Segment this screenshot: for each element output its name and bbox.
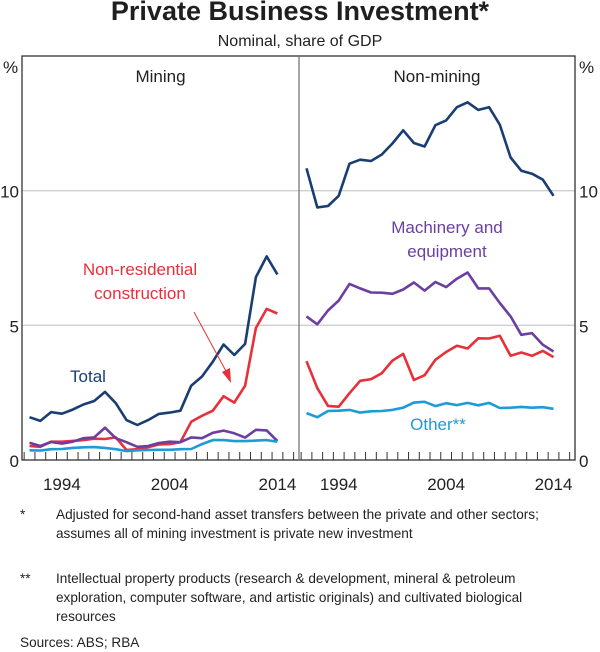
label-mining-nonres-line2: construction — [94, 284, 186, 303]
series-non-mining-machinery-and-equipment — [305, 271, 555, 353]
footnote-2-text: Intellectual property products (research… — [56, 571, 523, 624]
series-non-mining-non-residential-construction — [305, 334, 555, 409]
series-layer — [29, 101, 555, 453]
series-non-mining-other — [306, 400, 554, 419]
x-tick-label-mining-2014: 2014 — [259, 475, 297, 494]
panel-title-mining: Mining — [135, 67, 185, 86]
label-nonmining-machinery-line1: Machinery and — [391, 218, 503, 237]
annotation-arrow-line — [193, 311, 228, 374]
series-mining-other — [29, 438, 278, 453]
panel-title-non-mining: Non-mining — [394, 67, 481, 86]
series-mining-non-residential-construction — [29, 307, 278, 452]
gridlines — [22, 190, 575, 326]
chart-subtitle: Nominal, share of GDP — [217, 33, 383, 50]
footnote-2-mark: ** — [20, 571, 31, 586]
footnote-1-text: Adjusted for second-hand asset transfers… — [56, 507, 539, 541]
plot-frame — [21, 55, 576, 461]
y-tick-label-right-0: 0 — [579, 452, 588, 471]
label-mining-nonres-line1: Non-residential — [83, 260, 197, 279]
y-tick-label-right-5: 5 — [579, 317, 588, 336]
chart-title: Private Business Investment* — [110, 0, 490, 26]
x-tick-label-mining-2004: 2004 — [151, 475, 189, 494]
sources: Sources: ABS; RBA — [20, 635, 140, 650]
series-non-mining-total — [305, 101, 555, 209]
label-nonmining-other: Other** — [410, 415, 466, 434]
x-tick-label-non-mining-1994: 1994 — [320, 475, 358, 494]
x-tick-label-non-mining-2004: 2004 — [427, 475, 465, 494]
y-tick-label-left-0: 0 — [10, 452, 19, 471]
series-mining-total — [29, 255, 279, 427]
y-tick-label-left-10: 10 — [0, 183, 19, 202]
label-nonmining-machinery-line2: equipment — [407, 242, 487, 261]
label-mining-total: Total — [70, 367, 106, 386]
annotation-arrow-head — [222, 368, 231, 383]
y-tick-label-right-10: 10 — [579, 183, 598, 202]
chart-text: 1994 2004 2014 Mining 1994 2004 2014 Non-mining… — [0, 58, 598, 494]
chart-svg: 1994 2004 2014 Mining 1994 2004 2014 Non-mining… — [0, 55, 598, 494]
y-unit-left: % — [3, 58, 18, 77]
y-tick-label-left-5: 5 — [10, 317, 19, 336]
footnote-1-mark: * — [20, 507, 26, 522]
x-tick-label-mining-1994: 1994 — [43, 475, 81, 494]
x-tick-label-non-mining-2014: 2014 — [535, 475, 573, 494]
y-unit-right: % — [579, 58, 594, 77]
series-mining-machinery-and-equipment — [29, 426, 279, 449]
